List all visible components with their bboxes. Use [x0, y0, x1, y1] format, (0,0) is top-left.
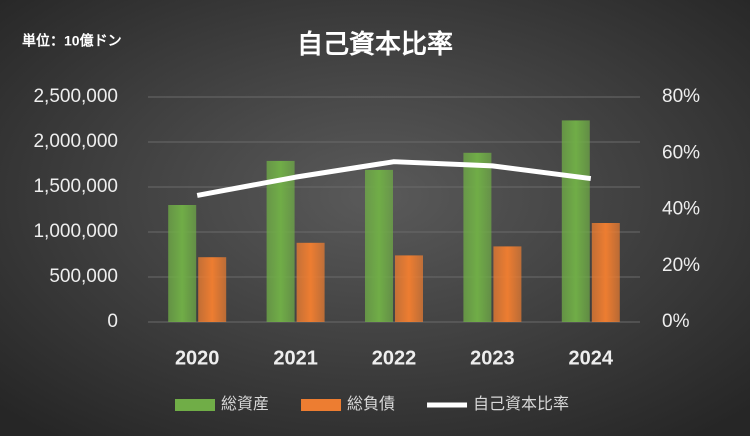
- unit-label: 単位：10億ドン: [22, 33, 122, 49]
- y-tick-label: 1,000,000: [33, 221, 118, 242]
- y2-tick-label: 60%: [662, 142, 700, 163]
- y2-tick-label: 40%: [662, 199, 700, 220]
- x-tick-label: 2024: [569, 347, 614, 369]
- bar: [266, 160, 295, 322]
- x-tick-label: 2022: [372, 347, 417, 369]
- legend-label: 総資産: [221, 395, 269, 413]
- legend-label: 自己資本比率: [473, 395, 569, 413]
- legend-label: 総負債: [347, 395, 395, 413]
- bar: [395, 255, 423, 322]
- y-tick-label: 500,000: [49, 266, 118, 287]
- bar: [296, 242, 325, 322]
- ratio-line: [196, 159, 592, 198]
- y2-tick-label: 80%: [662, 86, 700, 107]
- bar: [561, 120, 590, 323]
- x-tick-label: 2020: [175, 347, 220, 369]
- x-tick-label: 2021: [273, 347, 318, 369]
- bar: [591, 223, 620, 322]
- chart-title: 自己資本比率: [297, 29, 453, 59]
- bar: [365, 169, 393, 322]
- bar: [463, 152, 492, 322]
- y2-tick-label: 20%: [662, 255, 700, 276]
- y2-tick-label: 0%: [662, 311, 690, 332]
- y-tick-label: 2,500,000: [33, 86, 118, 107]
- bar: [168, 205, 197, 322]
- bar: [493, 246, 522, 322]
- bar: [198, 257, 227, 322]
- y-tick-label: 0: [107, 311, 118, 332]
- y-tick-label: 1,500,000: [33, 176, 118, 197]
- legend-swatch: [175, 399, 215, 411]
- y-tick-label: 2,000,000: [33, 131, 118, 152]
- x-tick-label: 2023: [470, 347, 515, 369]
- legend-swatch: [301, 399, 342, 411]
